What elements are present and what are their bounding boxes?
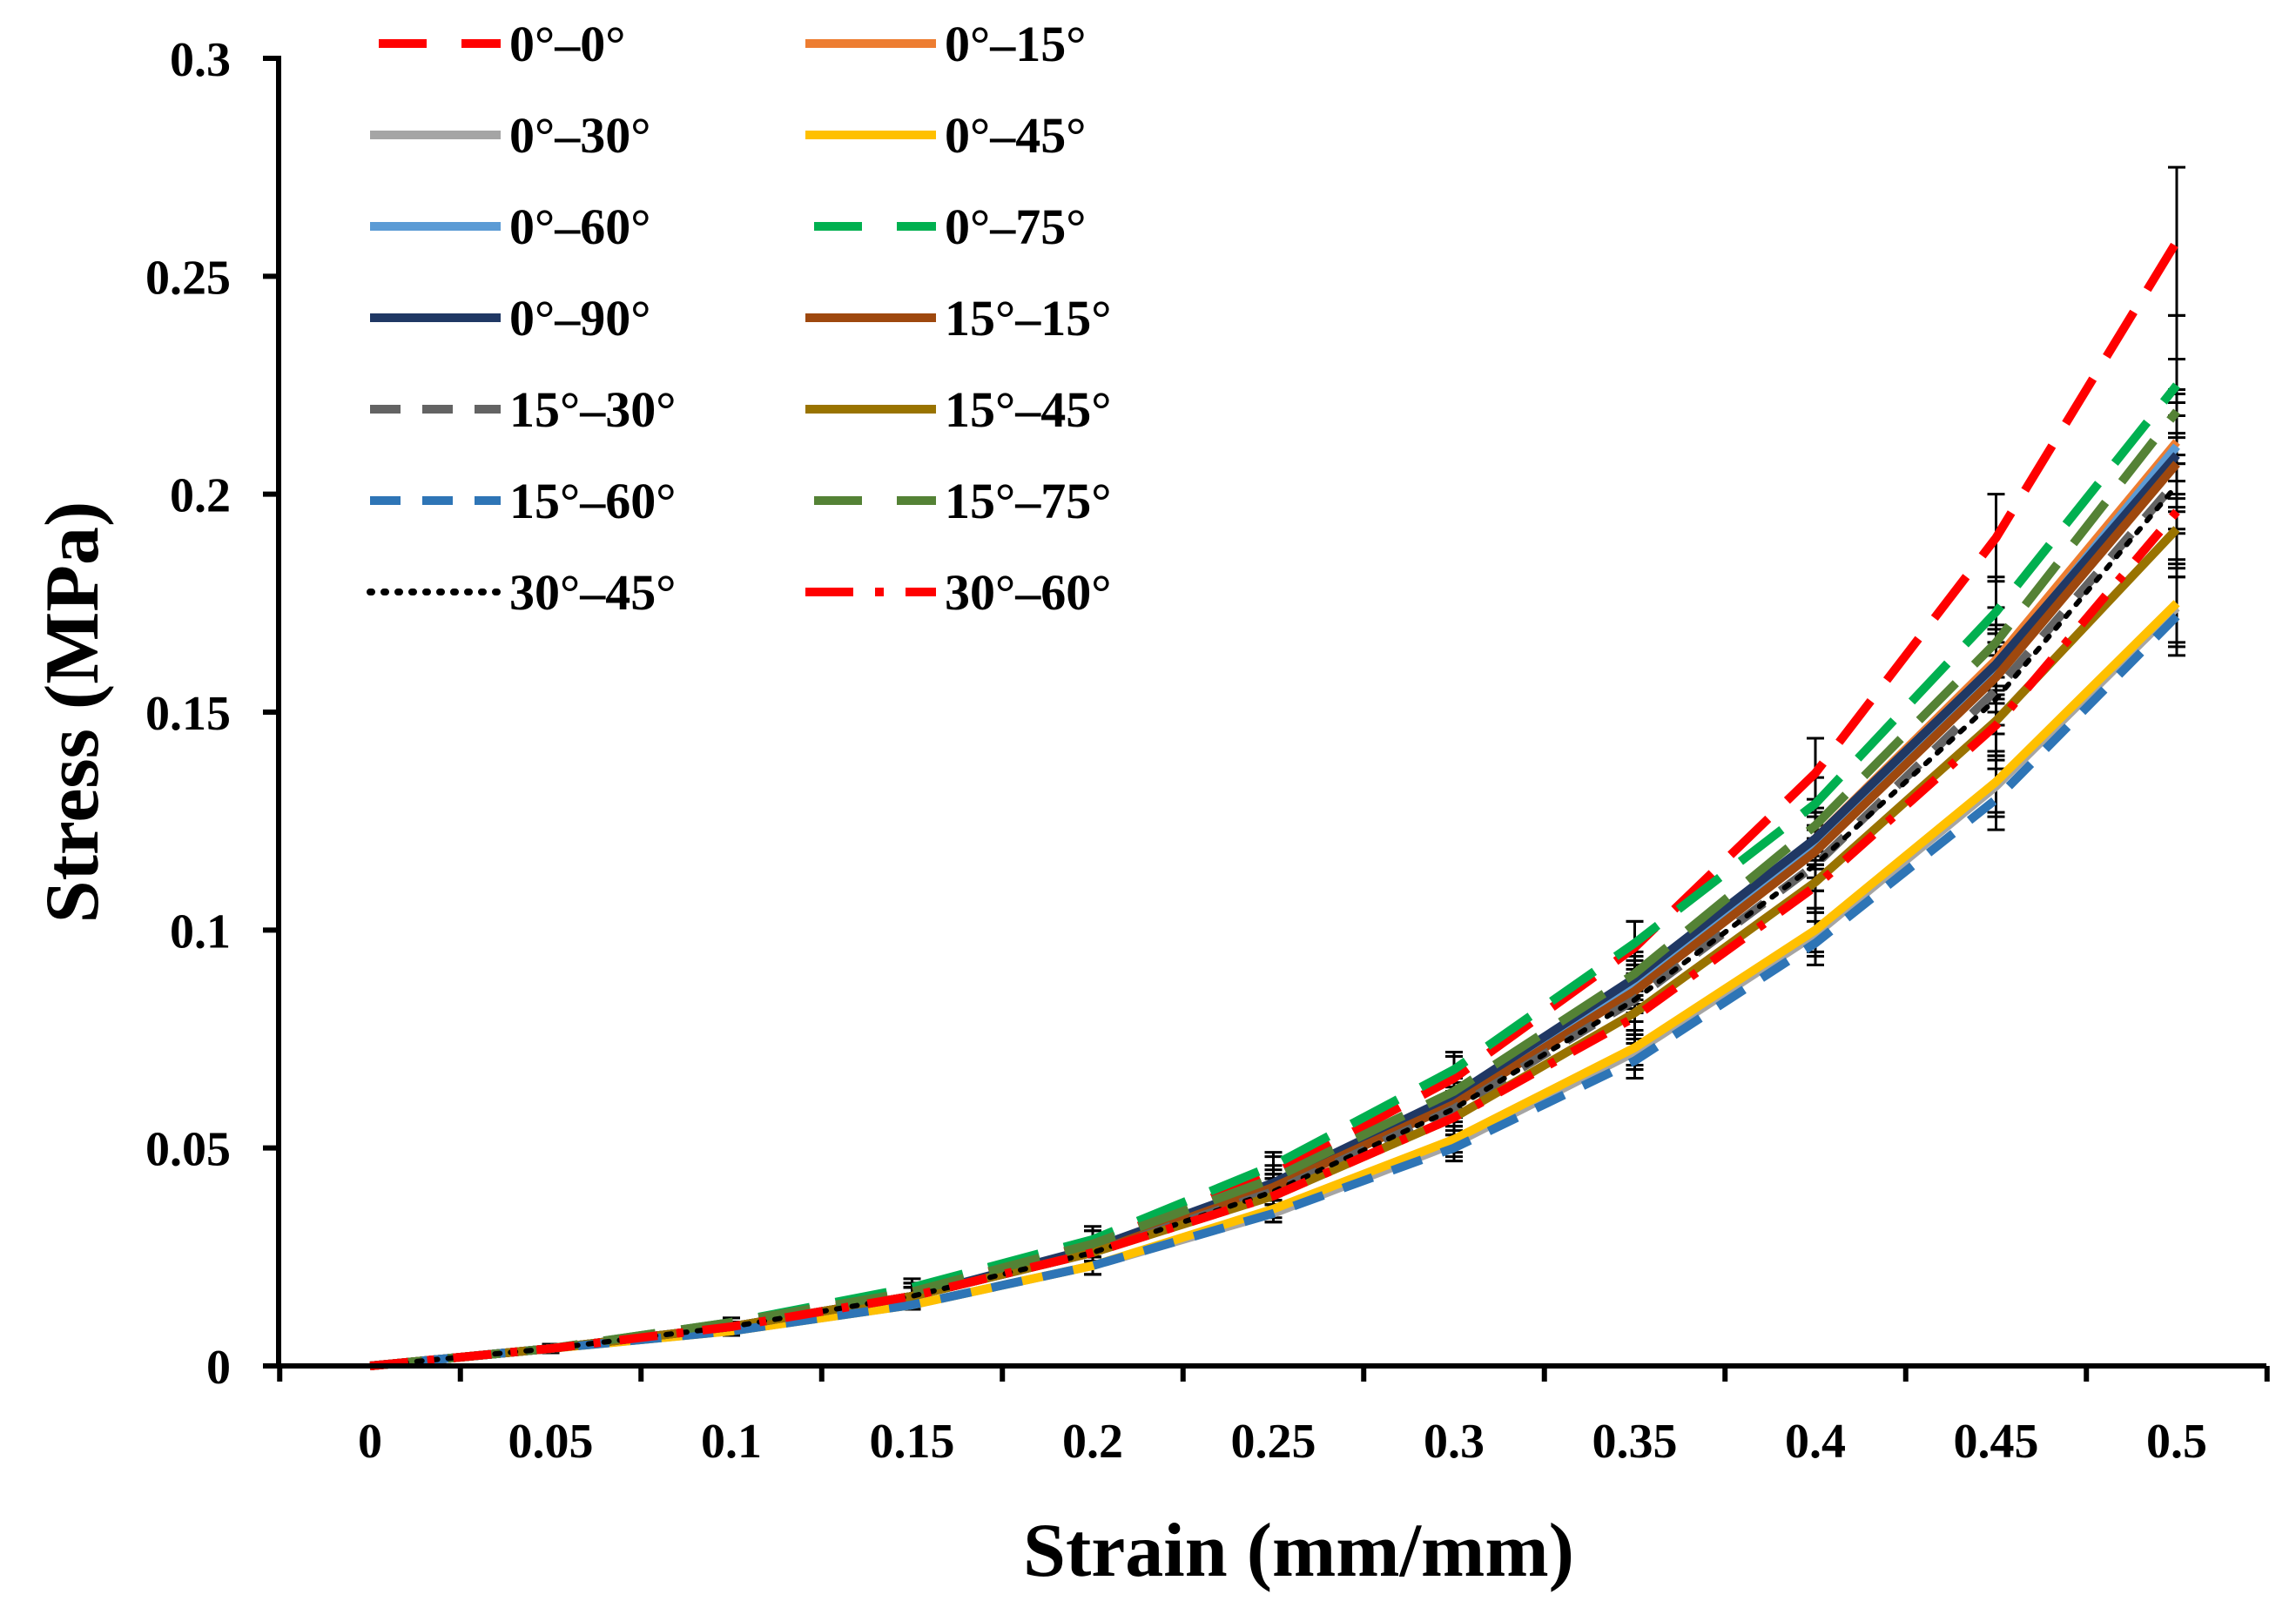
x-tick-label: 0.2 [1062, 1415, 1123, 1469]
x-tick-label: 0.15 [870, 1415, 955, 1469]
legend-label: 0°–45° [945, 107, 1086, 164]
x-tick-label: 0.1 [701, 1415, 762, 1469]
legend-label: 15°–60° [509, 473, 676, 529]
series-lines [367, 239, 2181, 1370]
legend-item: 15°–45° [805, 381, 1111, 438]
series-line [369, 613, 2180, 1370]
x-tick-label: 0.25 [1231, 1415, 1316, 1469]
error-bar [2168, 165, 2185, 317]
legend-item: 0°–75° [814, 198, 1086, 255]
legend-item: 30°–60° [805, 564, 1111, 621]
series-line [369, 478, 2180, 1370]
y-tick-label: 0.25 [145, 251, 231, 305]
x-tick-label: 0 [358, 1415, 382, 1469]
legend-item: 30°–45° [367, 564, 676, 621]
legend-label: 15°–15° [945, 290, 1111, 346]
x-tick-label: 0.35 [1592, 1415, 1678, 1469]
legend-item: 0°–90° [370, 290, 650, 346]
y-tick-label: 0.15 [145, 687, 231, 741]
y-tick-label: 0.3 [170, 33, 231, 87]
x-tick-label: 0.45 [1954, 1415, 2039, 1469]
legend-item: 0°–60° [370, 198, 650, 255]
legend-item: 15°–60° [370, 473, 676, 529]
x-tick-label: 0.4 [1785, 1415, 1846, 1469]
legend-label: 15°–75° [945, 473, 1111, 529]
legend-label: 0°–60° [509, 198, 650, 255]
legend-item: 15°–15° [805, 290, 1111, 346]
x-axis-title: Strain (mm/mm) [1023, 1509, 1574, 1593]
y-ticks: 0 0.05 0.1 0.15 0.2 0.25 0.3 [145, 33, 279, 1395]
y-axis-title: Stress (MPa) [30, 501, 115, 924]
series-line [369, 600, 2180, 1370]
y-tick-label: 0.05 [145, 1123, 231, 1177]
series-line [369, 604, 2180, 1370]
legend-item: 15°–75° [814, 473, 1111, 529]
legend-label: 0°–0° [509, 16, 625, 72]
y-tick-label: 0.2 [170, 469, 231, 523]
legend-label: 0°–90° [509, 290, 650, 346]
legend-label: 30°–45° [509, 564, 676, 621]
legend-label: 15°–30° [509, 381, 676, 438]
x-ticks: 0 0.05 0.1 0.15 0.2 0.25 0.3 0.35 0.4 0.45 0.5 [277, 1366, 2270, 1469]
legend-label: 0°–75° [945, 198, 1086, 255]
legend-label: 30°–60° [945, 564, 1111, 621]
series-line [369, 408, 2180, 1370]
x-tick-label: 0.05 [508, 1415, 594, 1469]
series-line [369, 508, 2180, 1370]
legend-label: 15°–45° [945, 381, 1111, 438]
legend-item: 0°–15° [805, 16, 1086, 72]
x-tick-label: 0.3 [1424, 1415, 1485, 1469]
legend-item: 0°–30° [370, 107, 650, 164]
y-tick-label: 0.1 [170, 905, 231, 958]
legend-item: 0°–0° [379, 16, 625, 72]
x-tick-label: 0.5 [2146, 1415, 2207, 1469]
y-tick-label: 0 [206, 1341, 231, 1395]
legend: 0°–0° 0°–15° 0°–30° 0°–45° 0°–60° 0°–75° 0°–90… [367, 16, 1111, 621]
series-line [369, 382, 2180, 1370]
legend-item: 15°–30° [370, 381, 676, 438]
legend-label: 0°–15° [945, 16, 1086, 72]
legend-label: 0°–30° [509, 107, 650, 164]
legend-item: 0°–45° [805, 107, 1086, 164]
